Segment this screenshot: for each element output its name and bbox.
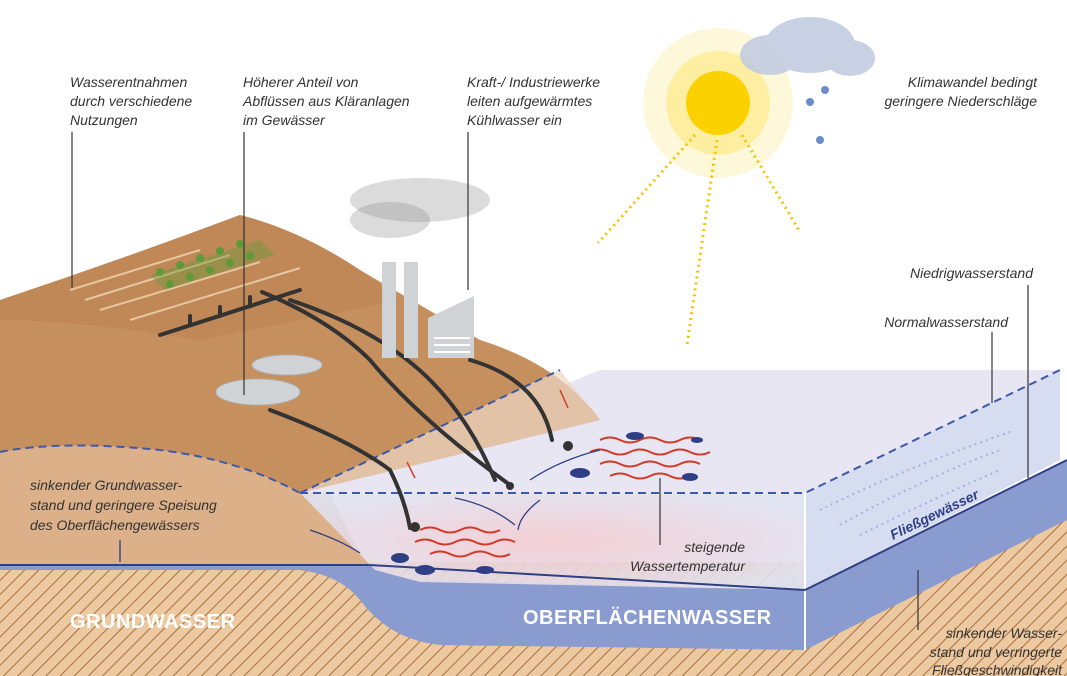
groundwater-drop-label: stand und geringere Speisung <box>30 497 217 513</box>
groundwater-drop-label: sinkender Grundwasser- <box>30 477 183 493</box>
climate-label: Klimawandel bedingt <box>908 74 1038 90</box>
treatment-label: Höherer Anteil von <box>243 74 359 90</box>
groundwater-label: GRUNDWASSER <box>70 611 236 633</box>
normal-water-label: Normalwasserstand <box>884 314 1009 330</box>
withdrawal-label: Wasserentnahmen <box>70 74 187 90</box>
treatment-label: Abflüssen aus Kläranlagen <box>242 93 410 109</box>
industry-label: Kühlwasser ein <box>467 112 562 128</box>
low-water-label: Niedrigwasserstand <box>910 265 1034 281</box>
temperature-label: Wassertemperatur <box>630 558 746 574</box>
groundwater-drop-label: des Oberflächengewässers <box>30 517 200 533</box>
withdrawal-label: Nutzungen <box>70 112 138 128</box>
surface-water-label: OBERFLÄCHENWASSER <box>523 606 772 629</box>
industry-label: leiten aufgewärmtes <box>467 93 592 109</box>
flow-label: stand und verringerte <box>930 644 1063 660</box>
treatment-label: im Gewässer <box>243 112 326 128</box>
diagram: Wasserentnahmen durch verschiedene Nutzu… <box>0 0 1067 676</box>
flow-label: sinkender Wasser- <box>946 625 1063 641</box>
climate-label: geringere Niederschläge <box>884 93 1037 109</box>
flow-label: Fließgeschwindigkeit <box>932 662 1063 676</box>
temperature-label: steigende <box>684 539 745 555</box>
industry-label: Kraft-/ Industriewerke <box>467 74 600 90</box>
withdrawal-label: durch verschiedene <box>70 93 192 109</box>
